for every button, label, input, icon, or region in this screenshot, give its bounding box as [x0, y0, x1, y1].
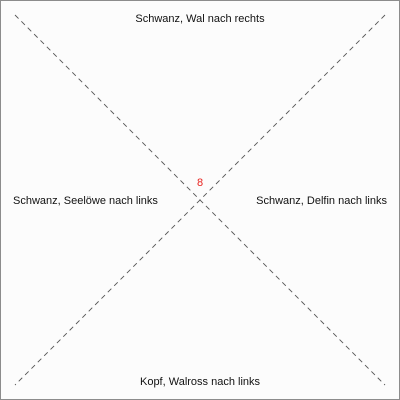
label-top: Schwanz, Wal nach rechts: [135, 13, 265, 25]
label-bottom: Kopf, Walross nach links: [139, 376, 261, 388]
center-number: 8: [196, 177, 204, 189]
label-right: Schwanz, Delfin nach links: [256, 195, 387, 207]
label-left: Schwanz, Seelöwe nach links: [13, 195, 158, 207]
diagonal-top-right-to-bottom-left: [14, 14, 386, 386]
